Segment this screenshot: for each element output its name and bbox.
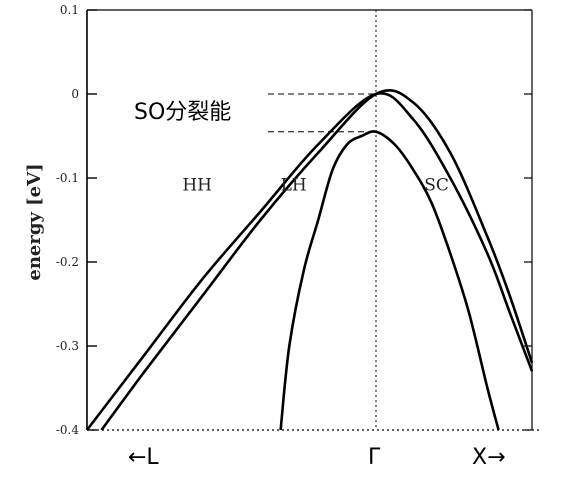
band-label-hh: HH [182,176,212,196]
band-curve-so [279,130,500,431]
band-curve-hh [85,92,534,431]
y-tick-label: -0.2 [56,255,79,269]
band-label-lh: LH [281,176,307,196]
x-label-gamma: Γ [368,445,381,470]
band-label-sc: SC [424,176,449,196]
y-tick-label: -0.4 [56,423,80,437]
band-curves [85,89,534,431]
plot-frame [86,9,542,431]
gamma-line-and-guides [268,10,377,430]
y-tick-label: -0.3 [56,339,79,353]
x-label-left-L: ←L [128,445,159,470]
chart-labels: HH LH SC [182,176,449,196]
so-splitting-annotation: SO分裂能 [134,100,231,125]
y-tick-label: 0.1 [60,3,79,17]
y-tick-label: 0 [71,87,79,101]
x-label-right-X: X→ [472,445,506,470]
y-axis-label: energy [eV] [24,163,45,280]
y-axis-ticks: 0.1 0 -0.1 -0.2 -0.3 -0.4 [56,3,532,437]
y-tick-label: -0.1 [56,171,79,185]
band-curve-lh [100,89,534,431]
